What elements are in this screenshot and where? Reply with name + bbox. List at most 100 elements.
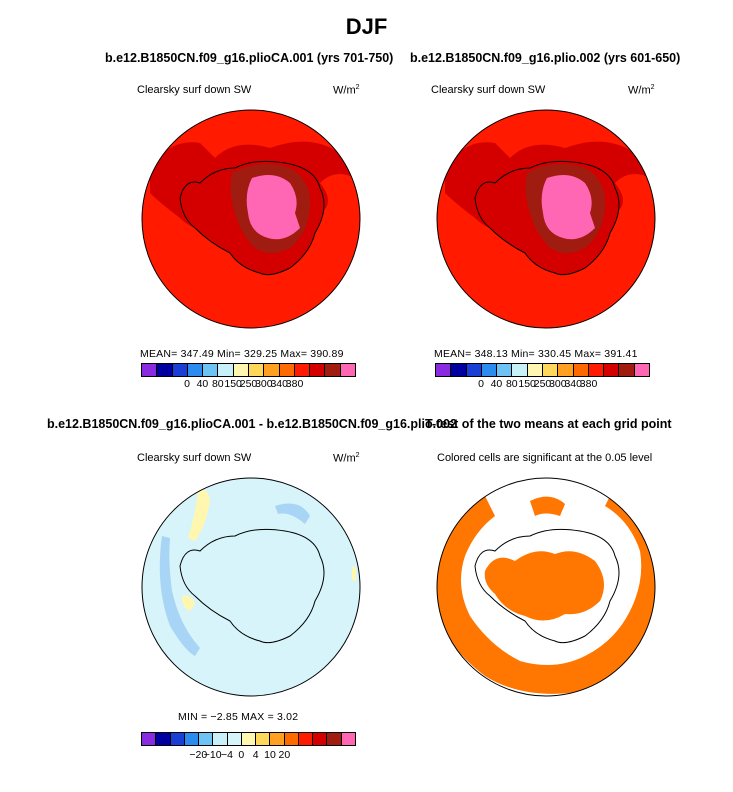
colorbar-swatch [264,364,280,376]
colorbar-tick-label: 0 [184,378,190,390]
colorbar-swatch [270,733,285,745]
panel1-subtitle: Clearsky surf down SW [137,84,252,96]
colorbar-swatch [604,364,620,376]
colorbar-tick-label: 80 [505,378,518,390]
colorbar-swatch [451,364,467,376]
colorbar-swatch [227,733,242,745]
colorbar-swatch [284,733,299,745]
colorbar-tick-label: 340 [564,378,582,390]
colorbar-tick-label: 380 [579,378,598,390]
colorbar-swatch [187,364,204,376]
colorbar-swatch [436,364,452,376]
panel3-units: W/m2 [333,452,360,465]
colorbar-tick-label: 80 [211,378,224,390]
figure-title: DJF [345,14,388,39]
colorbar-tick-label: 40 [490,378,503,390]
colorbar-swatch [248,364,265,376]
colorbar-swatch [298,733,314,745]
colorbar-tick-label: 20 [278,749,291,761]
colorbar-swatch [634,364,649,376]
colorbar-swatch [542,364,559,376]
colorbar-tick-label: 300 [255,378,273,390]
colorbar-tick-label: 340 [270,378,288,390]
panel2-stats: MEAN= 348.13 Min= 330.45 Max= 391.41 [434,348,638,360]
panel3-subtitle: Clearsky surf down SW [137,452,252,464]
colorbar-swatch [573,364,589,376]
colorbar-swatch [156,733,171,745]
colorbar-swatch [588,364,605,376]
colorbar-swatch [340,364,355,376]
colorbar-tick-label: 0 [478,378,484,390]
colorbar-swatch [203,364,219,376]
near-zero-region [142,478,360,696]
panel3-colorbar-labels: −20 −10 −4 0 4 10 20 [141,749,358,763]
antarctica-coastline [179,528,325,644]
colorbar-swatch [294,364,311,376]
panel3-stats: MIN = −2.85 MAX = 3.02 [178,711,299,723]
negative-anomaly-band [159,536,200,656]
colorbar-tick-label: −4 [221,749,233,761]
colorbar-tick-label: 250 [533,378,552,390]
colorbar-swatch [313,733,328,745]
dome-maximum [246,174,300,240]
panel2-polar-map [436,109,656,329]
panel1-polar-map [141,109,361,329]
antarctica-coastline [474,528,620,644]
colorbar-swatch [184,733,200,745]
colorbar-swatch [172,364,188,376]
colorbar-tick-label: −20 [189,749,208,761]
colorbar-tick-label: −10 [203,749,222,761]
colorbar-swatch [142,364,158,376]
colorbar-swatch [466,364,482,376]
colorbar-tick-label: 10 [264,749,276,761]
panel2-subtitle: Clearsky surf down SW [431,84,546,96]
positive-anomaly-edge [352,566,356,581]
panel2-units: W/m2 [628,84,655,97]
colorbar-swatch [241,733,257,745]
colorbar-tick-label: 150 [224,378,242,390]
colorbar-swatch [170,733,185,745]
positive-anomaly-patch [182,595,195,611]
dome-maximum [541,174,595,240]
panel2-title: b.e12.B1850CN.f09_g16.plio.002 (yrs 601-… [410,51,681,65]
colorbar-swatch [527,364,543,376]
positive-anomaly-band [188,489,210,541]
panel4-subtitle: Colored cells are significant at the 0.0… [437,452,653,464]
colorbar-swatch [327,733,342,745]
panel3-difference-map [141,477,361,697]
colorbar-swatch [199,733,214,745]
colorbar-tick-label: 300 [549,378,567,390]
colorbar-swatch [233,364,249,376]
panel2-colorbar [435,363,650,377]
panel2-colorbar-labels: 0 40 80 150 250 300 340 380 [435,378,652,392]
colorbar-tick-label: 380 [285,378,304,390]
colorbar-swatch [142,733,157,745]
panel1-stats: MEAN= 347.49 Min= 329.25 Max= 390.89 [140,348,344,360]
colorbar-swatch [619,364,635,376]
panel3-title: b.e12.B1850CN.f09_g16.plioCA.001 - b.e12… [47,417,457,431]
panel4-title: T-test of the two means at each grid poi… [425,417,672,431]
colorbar-swatch [558,364,574,376]
colorbar-swatch [213,733,228,745]
colorbar-tick-label: 40 [196,378,209,390]
colorbar-tick-label: 0 [238,749,245,761]
significant-region-inner [484,551,604,621]
colorbar-swatch [481,364,498,376]
colorbar-swatch [279,364,295,376]
colorbar-swatch [218,364,234,376]
panel3-colorbar [141,732,356,746]
colorbar-swatch [341,733,355,745]
colorbar-swatch [157,364,173,376]
colorbar-tick-label: 250 [239,378,258,390]
panel1-title: b.e12.B1850CN.f09_g16.plioCA.001 (yrs 70… [105,51,394,65]
colorbar-swatch [310,364,326,376]
colorbar-swatch [497,364,513,376]
colorbar-swatch [325,364,341,376]
negative-anomaly-arc [275,503,310,524]
panel1-units: W/m2 [333,84,360,97]
panel1-colorbar [141,363,356,377]
colorbar-swatch [256,733,271,745]
significant-region-outer [437,486,655,694]
colorbar-tick-label: 4 [252,749,259,761]
significant-region-north [530,496,565,516]
